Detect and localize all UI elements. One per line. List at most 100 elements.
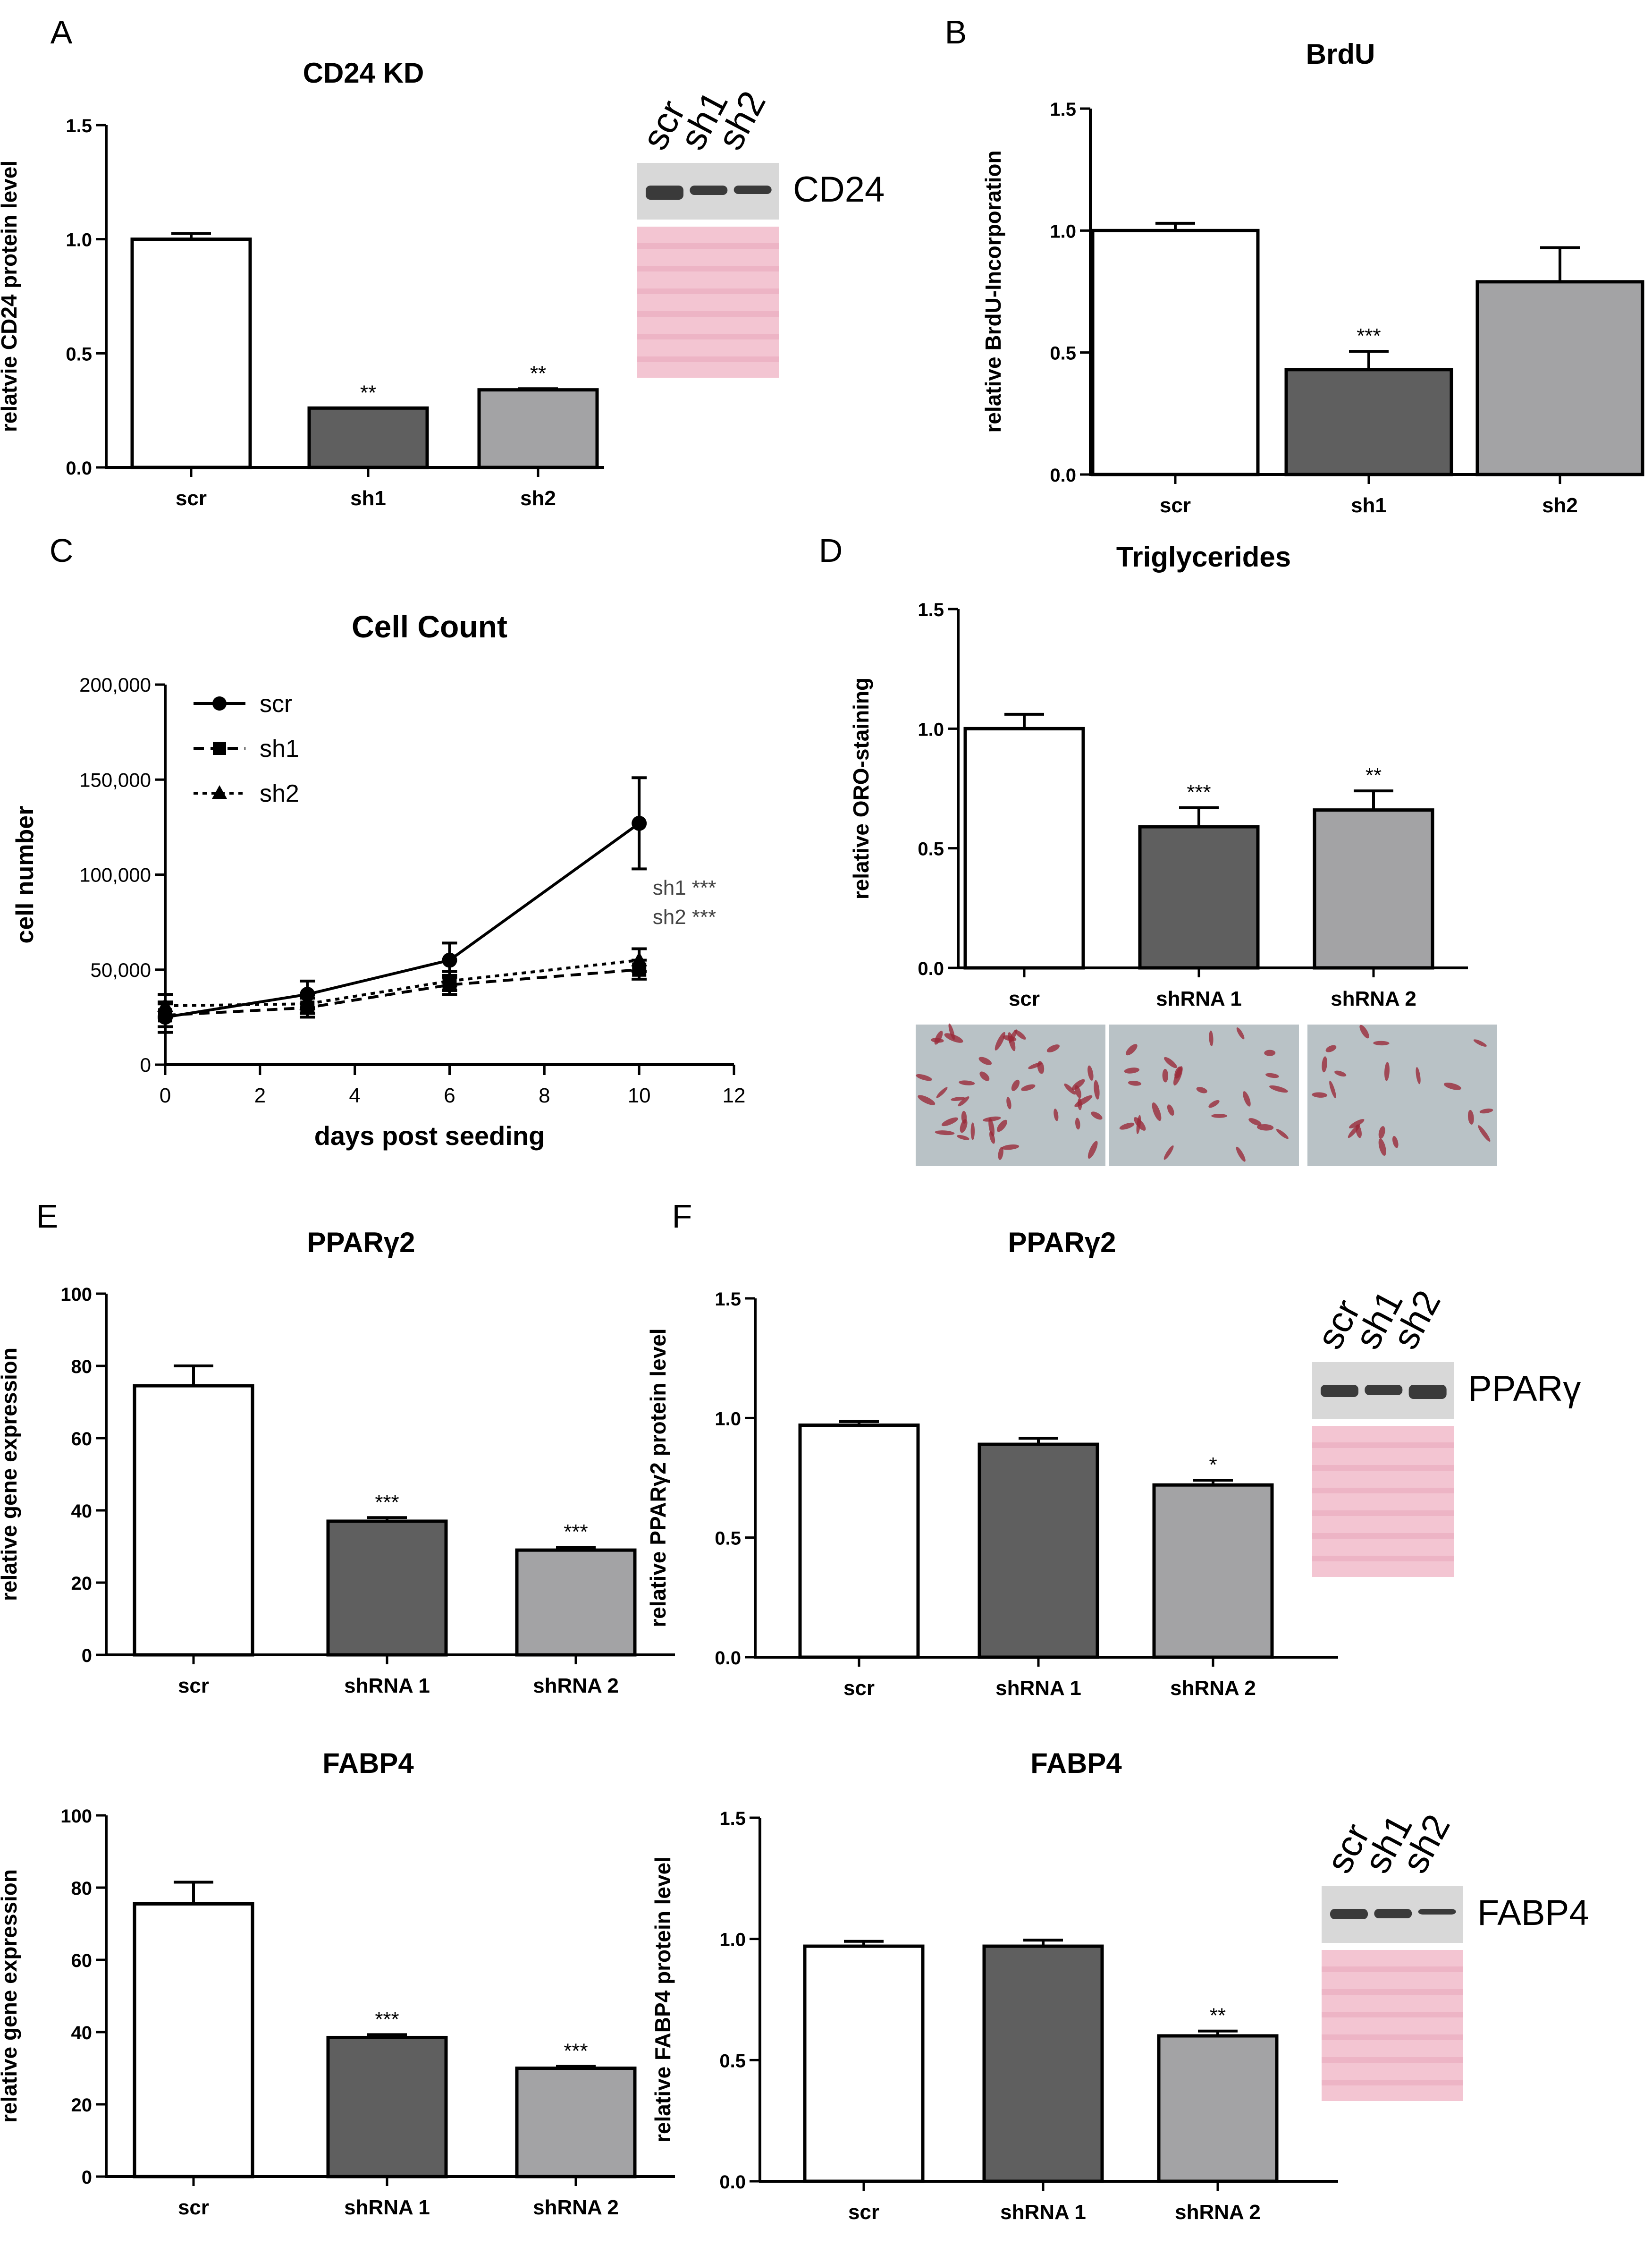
lipid-droplet-stain <box>1046 1044 1060 1053</box>
lipid-droplet-stain <box>1091 1111 1103 1120</box>
y-tick-label: 20 <box>71 2095 93 2116</box>
y-tick-label: 100,000 <box>79 864 151 886</box>
lipid-droplet-stain <box>996 1119 1007 1132</box>
blot-target-label: FABP4 <box>1477 1893 1589 1933</box>
lipid-droplet-stain <box>1071 1079 1085 1090</box>
x-tick-label: scr <box>178 2196 209 2219</box>
ponceau-band <box>637 243 779 249</box>
bar-scr <box>803 1944 925 2183</box>
x-tick-label: shRNA 1 <box>1000 2201 1086 2224</box>
chart-D: Triglycerides 0.0 0.5 1.0 1.5 relative ORO-st… <box>849 541 1468 1010</box>
ponceau-band <box>1312 1442 1454 1448</box>
blot-band <box>1321 1385 1358 1397</box>
blot-band <box>1408 1385 1447 1399</box>
ponceau-band <box>1322 2034 1463 2040</box>
panel-letter: F <box>672 1198 692 1235</box>
lipid-droplet-stain <box>1269 1085 1288 1093</box>
chart-F1: PPARγ2 0.0 0.5 1.0 1.5 relative PPARγ2 protei… <box>646 1227 1338 1700</box>
legend-label: scr <box>260 690 292 718</box>
ponceau-band <box>1322 1966 1463 1972</box>
blot-band <box>646 186 683 200</box>
lipid-droplet-stain <box>1236 1146 1246 1162</box>
lipid-droplet-stain <box>1248 1118 1262 1126</box>
significance-marker: ** <box>1365 764 1382 787</box>
lipid-droplet-stain <box>1325 1045 1337 1052</box>
y-axis-label: relative BrdU-Incorporation <box>981 150 1005 432</box>
blot-band <box>1374 1909 1412 1918</box>
chart-title: Cell Count <box>352 609 507 644</box>
blot-target-label: CD24 <box>793 169 885 210</box>
lipid-droplet-stain <box>1478 1125 1491 1142</box>
x-axis-label: days post seeding <box>314 1121 545 1151</box>
chart-E1: PPARγ2 0 20 40 60 80 100 relative gene expressi… <box>0 1227 675 1697</box>
x-tick-label: shRNA 1 <box>1156 987 1242 1010</box>
y-axis-label: relatvie CD24 protein level <box>0 161 21 432</box>
y-tick-label: 1.5 <box>1050 99 1076 120</box>
micrograph-tile <box>1307 1025 1497 1166</box>
significance-marker: * <box>1209 1453 1217 1476</box>
ponceau-band <box>637 334 779 339</box>
chart-C: Cell Count 0 50,000 100,000 150,000 200,000 0 2… <box>11 609 745 1151</box>
ponceau-band <box>1312 1465 1454 1471</box>
x-tick-label: scr <box>1160 494 1191 517</box>
blot-band <box>690 186 728 195</box>
x-tick-label: sh2 <box>1542 494 1578 517</box>
lipid-droplet-stain <box>957 1135 969 1140</box>
lipid-droplet-stain <box>959 1080 975 1085</box>
ponceau-stain-strip <box>637 227 779 378</box>
lipid-droplet-stain <box>1209 1030 1214 1046</box>
y-tick-label: 50,000 <box>91 959 151 981</box>
micrograph-tile <box>916 1025 1105 1166</box>
lipid-droplet-stain <box>978 1057 992 1065</box>
legend-marker <box>212 696 227 711</box>
lipid-droplet-stain <box>1014 1030 1026 1040</box>
significance-marker: *** <box>564 2040 588 2063</box>
oil-red-o-staining-micrographs <box>916 1023 1497 1166</box>
y-tick-label: 100 <box>60 1284 92 1305</box>
y-tick-label: 1.0 <box>918 719 944 740</box>
y-tick-label: 1.5 <box>918 600 944 620</box>
lipid-droplet-stain <box>916 1074 932 1081</box>
lipid-droplet-stain <box>1173 1066 1183 1086</box>
chart-title: PPARγ2 <box>307 1227 415 1258</box>
bar-scr <box>130 237 252 469</box>
lipid-droplet-stain <box>1243 1091 1251 1107</box>
y-tick-label: 1.0 <box>719 1930 746 1950</box>
bar-shRNA-2 <box>1313 808 1434 970</box>
x-tick-label: 10 <box>628 1084 651 1107</box>
y-tick-label: 1.5 <box>719 1808 746 1829</box>
y-tick-label: 1.0 <box>715 1408 741 1429</box>
y-tick-label: 1.5 <box>715 1289 741 1310</box>
x-tick-label: 2 <box>254 1084 266 1107</box>
bar-shRNA-2 <box>1152 1483 1274 1659</box>
lipid-droplet-stain <box>941 1117 959 1127</box>
data-point-sh2 <box>441 972 458 987</box>
y-axis-label: relative ORO-staining <box>849 678 873 899</box>
bar-scr <box>133 1384 254 1657</box>
panel-letter: C <box>50 532 74 569</box>
lipid-droplet-stain <box>935 1130 955 1135</box>
lipid-droplet-stain <box>918 1095 936 1105</box>
y-tick-label: 200,000 <box>79 674 151 696</box>
x-tick-label: scr <box>848 2201 879 2224</box>
x-tick-label: scr <box>176 487 207 510</box>
lipid-droplet-stain <box>1276 1129 1289 1139</box>
lipid-droplet-stain <box>1128 1080 1142 1086</box>
bar-shRNA-1 <box>1138 825 1260 970</box>
lipid-droplet-stain <box>1444 1082 1461 1090</box>
lipid-droplet-stain <box>1264 1050 1276 1056</box>
lipid-droplet-stain <box>1378 1126 1385 1139</box>
lipid-droplet-stain <box>1087 1141 1098 1159</box>
lipid-droplet-stain <box>1009 1029 1017 1043</box>
x-tick-label: scr <box>178 1674 209 1697</box>
y-tick-label: 100 <box>60 1806 92 1827</box>
x-tick-label: shRNA 2 <box>533 1674 619 1697</box>
lipid-droplet-stain <box>1359 1025 1369 1039</box>
lipid-droplet-stain <box>1348 1124 1360 1138</box>
lipid-droplet-stain <box>1265 1073 1279 1078</box>
lipid-droplet-stain <box>989 1131 995 1144</box>
y-tick-label: 20 <box>71 1573 93 1594</box>
data-point-sh2 <box>299 995 316 1010</box>
x-tick-label: shRNA 2 <box>1175 2201 1261 2224</box>
